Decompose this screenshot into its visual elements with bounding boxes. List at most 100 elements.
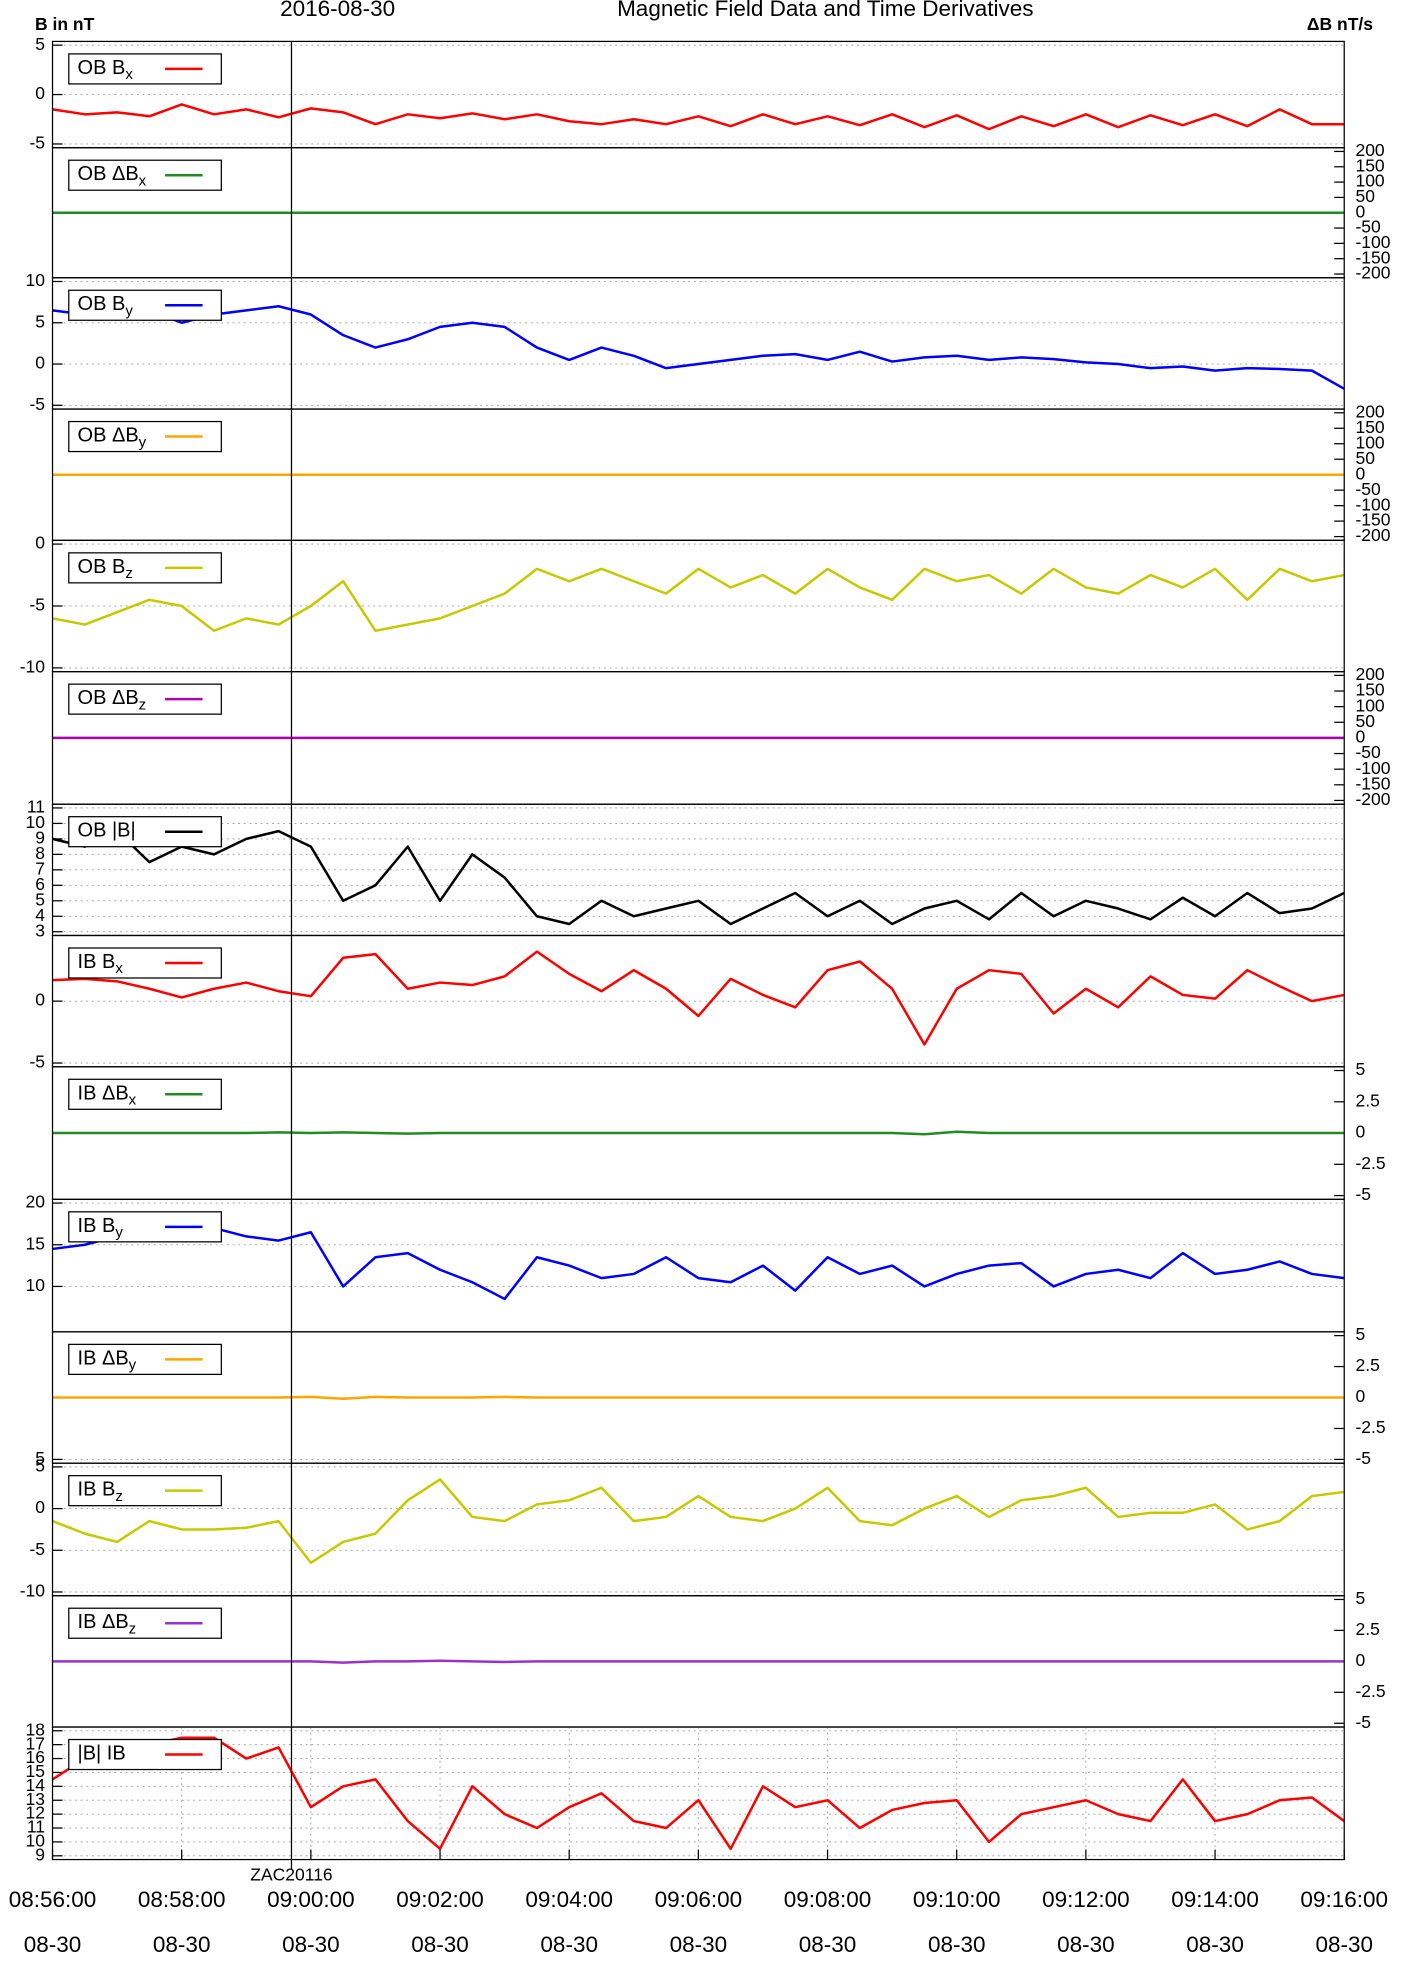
y-tick-label: 0 [35,533,45,553]
x-tick-label: 09:00:00 [267,1887,355,1912]
legend-subscript: x [129,1092,137,1109]
series-line [52,1395,1345,1401]
legend-name: OB B [78,294,126,316]
y2-tick-label: -200 [1355,263,1390,283]
x-tick-label: 09:06:00 [655,1887,743,1912]
y-tick-label: 6 [35,874,45,894]
x-tick-date: 08-30 [153,1932,211,1957]
chart-title: Magnetic Field Data and Time Derivatives [617,0,1033,21]
y-tick-label: -5 [29,595,45,615]
legend-label: OB |B| [78,820,136,842]
legend-subscript: x [139,172,147,189]
legend-name: OB B [78,57,126,79]
legend-name: OB ΔB [78,425,139,447]
y-tick-label: 0 [35,1497,45,1517]
legend-label: OB ΔBx [78,163,147,189]
y-tick-label: 9 [35,828,45,848]
y-tick-label: -5 [29,133,45,153]
event-label: ZAC20116 [250,1864,332,1884]
y-tick-label: 20 [26,1192,46,1212]
x-tick-date: 08-30 [282,1932,340,1957]
x-tick-date: 08-30 [1186,1932,1244,1957]
series-line [52,567,1345,632]
y2-tick-label: 150 [1355,155,1384,175]
y-tick-label: 10 [26,1275,46,1295]
series-line [52,950,1345,1046]
legend-subscript: z [115,1488,123,1505]
y2-tick-label: 5 [1355,1324,1365,1344]
y-tick-label: 15 [26,1761,45,1781]
x-tick-label: 09:12:00 [1042,1887,1130,1912]
legend-name: IB ΔB [78,1083,129,1105]
series-line [52,1226,1345,1301]
legend-subscript: y [139,434,147,451]
y2-tick-label: -2.5 [1355,1153,1385,1173]
y-tick-label: 8 [35,843,45,863]
legend-name: |B| IB [78,1743,126,1765]
x-tick-date: 08-30 [670,1932,728,1957]
y2-tick-label: -150 [1355,247,1390,267]
legend-box [68,1475,222,1507]
y2-tick-label: -2.5 [1355,1681,1385,1701]
y2-tick-label: 150 [1355,417,1384,437]
y2-tick-label: 5 [1355,1588,1365,1608]
legend-label: OB Bx [78,57,134,83]
y-tick-label: 4 [35,905,45,925]
y2-tick-label: -5 [1355,1448,1371,1468]
legend-name: IB ΔB [78,1612,129,1634]
chart-date: 2016-08-30 [280,0,395,21]
y-tick-label: 15 [26,1233,45,1253]
y-tick-label: 5 [35,311,45,331]
y2-tick-label: -5 [1355,1184,1371,1204]
y2-tick-label: 0 [1355,1650,1365,1670]
y2-tick-label: 0 [1355,1386,1365,1406]
y2-tick-label: -2.5 [1355,1417,1385,1437]
legend-name: OB B [78,556,126,578]
legend-label: OB Bz [78,556,133,582]
y-tick-label: 9 [35,1844,45,1864]
panel-frame [51,1462,1345,1597]
y-tick-label: 18 [26,1719,45,1739]
legend-subscript: z [129,1620,137,1637]
y2-tick-label: 0 [1355,1122,1365,1142]
y-tick-label: 10 [26,270,46,290]
legend-label: IB ΔBx [78,1083,137,1109]
y-tick-label: 13 [26,1789,45,1809]
legend-name: IB B [78,1479,116,1501]
x-tick-date: 08-30 [411,1932,469,1957]
x-tick-label: 09:14:00 [1171,1887,1259,1912]
y-tick-label: 7 [35,858,45,878]
legend-subscript: z [139,696,147,713]
y2-tick-label: -5 [1355,1712,1371,1732]
panel-frame [51,277,1345,410]
y-tick-label: 0 [35,83,45,103]
x-tick-date: 08-30 [1057,1932,1115,1957]
legend-label: IB Bx [78,951,124,977]
y2-tick-label: 50 [1355,711,1375,731]
y2-tick-label: 100 [1355,695,1384,715]
y-tick-label: 12 [26,1803,45,1823]
legend-name: OB ΔB [78,687,139,709]
y2-tick-label: 5 [1355,1059,1365,1079]
y2-tick-label: 200 [1355,664,1384,684]
y2-tick-label: 0 [1355,201,1365,221]
y2-tick-label: -50 [1355,217,1381,237]
y2-tick-label: -100 [1355,232,1390,252]
y-tick-label: 11 [27,1817,45,1837]
y-tick-label: 5 [35,34,45,54]
y2-tick-label: 100 [1355,432,1384,452]
series-line [52,1659,1345,1664]
x-tick-date: 08-30 [799,1932,857,1957]
y2-tick-label: -100 [1355,758,1390,778]
y-tick-label: 10 [26,1831,46,1851]
x-tick-date: 08-30 [24,1932,82,1957]
y2-axis-label: ΔB nT/s [1307,14,1373,34]
legend-label: OB By [78,294,134,320]
y2-tick-label: 2.5 [1355,1090,1379,1110]
y2-tick-label: -50 [1355,742,1381,762]
legend-subscript: y [129,1357,137,1374]
panel-frame [51,1198,1345,1333]
y2-tick-label: -150 [1355,773,1390,793]
y-tick-label: 17 [26,1733,45,1753]
series-line [52,103,1345,131]
